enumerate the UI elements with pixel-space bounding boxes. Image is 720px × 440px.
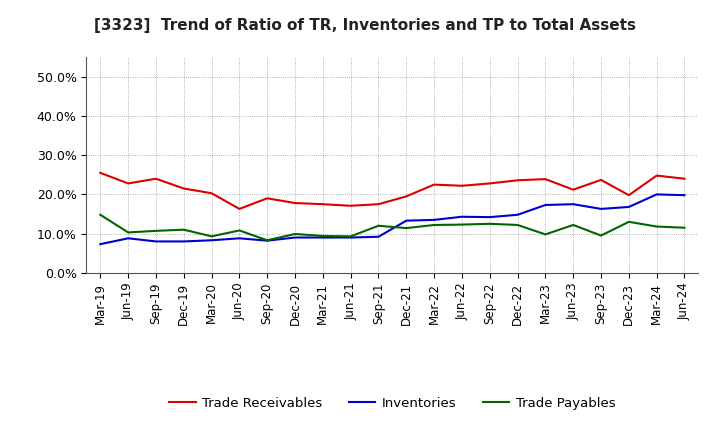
Trade Payables <box>597 233 606 238</box>
Trade Payables <box>430 222 438 227</box>
Inventories <box>569 202 577 207</box>
Inventories <box>624 204 633 209</box>
Inventories <box>458 214 467 220</box>
Trade Receivables <box>513 178 522 183</box>
Inventories <box>152 239 161 244</box>
Trade Receivables <box>346 203 355 209</box>
Inventories <box>541 202 550 208</box>
Trade Payables <box>235 228 243 233</box>
Trade Receivables <box>652 173 661 178</box>
Trade Payables <box>207 234 216 239</box>
Inventories <box>374 234 383 239</box>
Inventories <box>485 214 494 220</box>
Line: Inventories: Inventories <box>100 194 685 244</box>
Trade Payables <box>541 232 550 237</box>
Line: Trade Payables: Trade Payables <box>100 215 685 240</box>
Trade Receivables <box>179 186 188 191</box>
Trade Payables <box>402 225 410 231</box>
Trade Payables <box>458 222 467 227</box>
Trade Receivables <box>318 202 327 207</box>
Inventories <box>680 193 689 198</box>
Inventories <box>597 206 606 212</box>
Trade Receivables <box>458 183 467 188</box>
Inventories <box>346 235 355 240</box>
Trade Payables <box>263 238 271 243</box>
Trade Receivables <box>541 176 550 182</box>
Trade Payables <box>179 227 188 232</box>
Inventories <box>652 192 661 197</box>
Inventories <box>318 235 327 240</box>
Trade Receivables <box>291 200 300 205</box>
Trade Payables <box>485 221 494 227</box>
Inventories <box>430 217 438 223</box>
Trade Payables <box>513 222 522 227</box>
Inventories <box>291 235 300 240</box>
Trade Receivables <box>263 196 271 201</box>
Trade Payables <box>346 234 355 239</box>
Trade Receivables <box>569 187 577 192</box>
Trade Payables <box>374 223 383 228</box>
Trade Receivables <box>96 170 104 176</box>
Trade Payables <box>624 219 633 224</box>
Trade Payables <box>652 224 661 229</box>
Trade Receivables <box>124 181 132 186</box>
Trade Payables <box>124 230 132 235</box>
Trade Payables <box>569 222 577 227</box>
Trade Receivables <box>374 202 383 207</box>
Inventories <box>235 236 243 241</box>
Text: [3323]  Trend of Ratio of TR, Inventories and TP to Total Assets: [3323] Trend of Ratio of TR, Inventories… <box>94 18 636 33</box>
Trade Payables <box>291 231 300 237</box>
Inventories <box>124 236 132 241</box>
Trade Receivables <box>402 194 410 199</box>
Trade Payables <box>152 228 161 234</box>
Trade Receivables <box>207 191 216 196</box>
Line: Trade Receivables: Trade Receivables <box>100 173 685 209</box>
Trade Receivables <box>430 182 438 187</box>
Trade Receivables <box>624 193 633 198</box>
Trade Receivables <box>152 176 161 181</box>
Inventories <box>513 212 522 217</box>
Trade Payables <box>680 225 689 231</box>
Inventories <box>207 238 216 243</box>
Trade Receivables <box>235 206 243 212</box>
Trade Payables <box>318 233 327 238</box>
Inventories <box>263 238 271 243</box>
Trade Payables <box>96 212 104 217</box>
Trade Receivables <box>680 176 689 181</box>
Trade Receivables <box>597 177 606 183</box>
Inventories <box>402 218 410 224</box>
Inventories <box>179 239 188 244</box>
Inventories <box>96 242 104 247</box>
Trade Receivables <box>485 181 494 186</box>
Legend: Trade Receivables, Inventories, Trade Payables: Trade Receivables, Inventories, Trade Pa… <box>164 392 621 415</box>
